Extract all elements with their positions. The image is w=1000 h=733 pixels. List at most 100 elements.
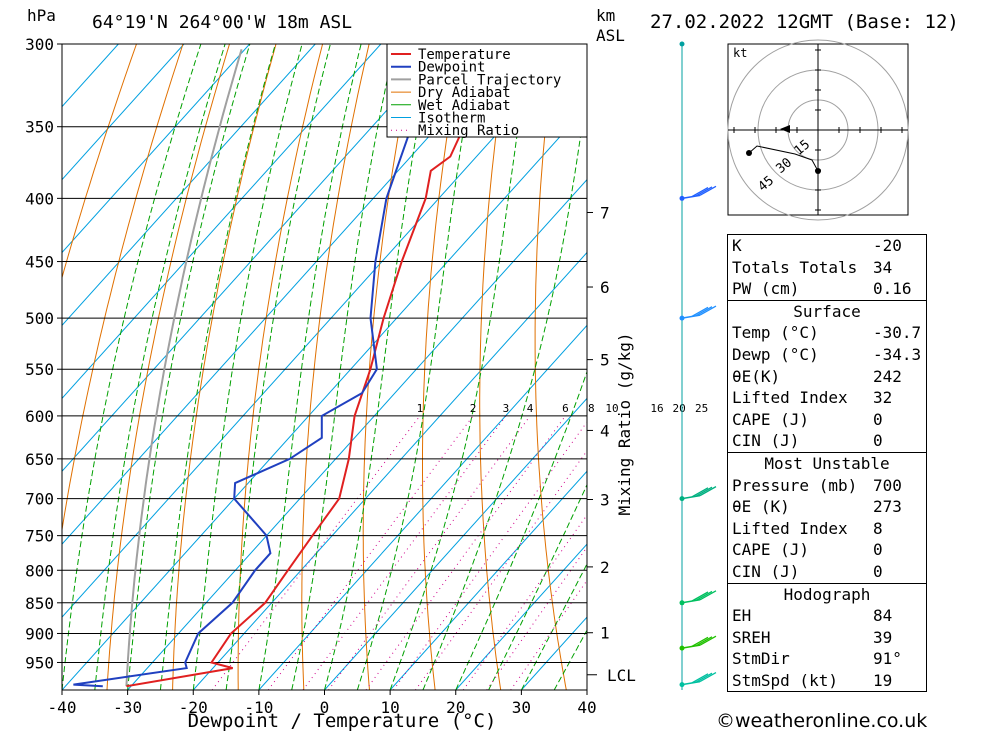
isotherm-line bbox=[324, 397, 587, 690]
wind-barb-flag bbox=[691, 186, 709, 198]
surface-li: Lifted Index 32 bbox=[728, 387, 926, 409]
wind-barb-flag bbox=[699, 672, 717, 683]
surface-cin: CIN (J) 0 bbox=[728, 430, 926, 452]
mu-cin: CIN (J) 0 bbox=[728, 561, 926, 583]
pressure-label: 350 bbox=[25, 118, 54, 137]
hodograph-start-dot bbox=[815, 168, 821, 174]
legend-item: Temperature bbox=[418, 47, 511, 63]
label: CIN (J) bbox=[732, 561, 800, 581]
value: 91° bbox=[873, 649, 902, 669]
indices-table: K -20 Totals Totals 34 PW (cm) 0.16 Surface… bbox=[727, 234, 927, 693]
value: 0.16 bbox=[873, 279, 912, 299]
wet-adiabat-line bbox=[94, 44, 226, 690]
temp-tick-label: -20 bbox=[179, 698, 208, 717]
value: 39 bbox=[873, 627, 893, 647]
dry-adiabat-line bbox=[172, 44, 277, 690]
label: Dewp (°C) bbox=[732, 344, 819, 364]
wind-barb-flag bbox=[699, 185, 717, 196]
dewpoint-profile-line bbox=[73, 44, 487, 688]
label: SREH bbox=[732, 627, 771, 647]
value: 8 bbox=[873, 518, 883, 538]
mixing-ratio-label: 1 bbox=[417, 402, 424, 415]
height-tick-label: 3 bbox=[600, 490, 610, 509]
isotherm-line bbox=[62, 44, 316, 327]
isotherm-line bbox=[62, 44, 579, 618]
isotherm-line bbox=[62, 44, 119, 108]
mixing-ratio-line bbox=[486, 546, 587, 690]
pressure-label: 850 bbox=[25, 594, 54, 613]
wind-barb-flag bbox=[695, 186, 713, 197]
temp-tick-label: -10 bbox=[244, 698, 273, 717]
mu-li: Lifted Index 8 bbox=[728, 518, 926, 540]
credit-link[interactable]: ©weatheronline.co.uk bbox=[716, 710, 928, 732]
legend-item: Dry Adiabat bbox=[418, 85, 511, 101]
mixing-ratio-line bbox=[267, 415, 474, 690]
height-unit-asl: ASL bbox=[596, 26, 625, 45]
mixing-ratio-line bbox=[302, 415, 507, 690]
storm-motion-marker bbox=[780, 125, 790, 133]
label: StmDir bbox=[732, 649, 790, 669]
isotherm-line bbox=[389, 470, 587, 690]
legend-item: Parcel Trajectory bbox=[418, 72, 561, 88]
dry-adiabat-line bbox=[641, 44, 698, 690]
dry-adiabat-line bbox=[106, 44, 230, 690]
wet-adiabat-line bbox=[62, 44, 202, 690]
surface-cape: CAPE (J) 0 bbox=[728, 409, 926, 431]
index-k: K -20 bbox=[728, 235, 926, 257]
wind-barb-flag bbox=[695, 306, 713, 317]
wind-barb-flag bbox=[695, 590, 713, 601]
hodo-eh: EH 84 bbox=[728, 605, 926, 627]
mixing-ratio-label: 16 bbox=[650, 402, 663, 415]
label: θE(K) bbox=[732, 366, 781, 386]
isotherm-line bbox=[62, 105, 587, 690]
pressure-label: 950 bbox=[25, 653, 54, 672]
wet-adiabat-line bbox=[488, 483, 587, 690]
indices-hodograph: Hodograph EH 84 SREH 39 StmDir 91° StmSpd (… bbox=[727, 582, 927, 693]
value: -30.7 bbox=[873, 323, 922, 343]
mu-pressure: Pressure (mb) 700 bbox=[728, 475, 926, 497]
value: -34.3 bbox=[873, 344, 922, 364]
height-tick-label: 7 bbox=[600, 203, 610, 222]
hodo-srh: SREH 39 bbox=[728, 627, 926, 649]
wind-barb-flag bbox=[691, 636, 709, 647]
temp-tick-label: -40 bbox=[48, 698, 77, 717]
mixing-ratio-label: 2 bbox=[470, 402, 477, 415]
pressure-label: 650 bbox=[25, 450, 54, 469]
label: Pressure (mb) bbox=[732, 475, 858, 495]
label: K bbox=[732, 236, 742, 255]
legend-item: Mixing Ratio bbox=[418, 123, 519, 139]
value: 0 bbox=[873, 409, 883, 429]
mixing-ratio-label: 8 bbox=[588, 402, 595, 415]
pressure-label: 400 bbox=[25, 189, 54, 208]
pressure-label: 500 bbox=[25, 309, 54, 328]
parcel-trajectory-line bbox=[125, 49, 243, 687]
wind-barb-flag bbox=[695, 486, 713, 497]
surface-theta: θE(K) 242 bbox=[728, 366, 926, 388]
mu-theta: θE (K) 273 bbox=[728, 496, 926, 518]
height-tick-label: 4 bbox=[600, 421, 610, 440]
mixing-ratio-label: 25 bbox=[695, 402, 708, 415]
location-title: 64°19'N 264°00'W 18m ASL bbox=[92, 12, 352, 33]
isotherm-line bbox=[192, 251, 587, 690]
temp-tick-label: -30 bbox=[113, 698, 142, 717]
dry-adiabat-line bbox=[422, 44, 463, 690]
mixing-ratio-line bbox=[510, 579, 587, 690]
datetime-title: 27.02.2022 12GMT (Base: 12) bbox=[650, 11, 959, 33]
wind-barb-flag bbox=[691, 487, 709, 498]
value: 34 bbox=[873, 257, 893, 277]
mu-title: Most Unstable bbox=[764, 453, 890, 473]
temp-tick-label: 0 bbox=[320, 698, 330, 717]
hodo-spd: StmSpd (kt) 19 bbox=[728, 670, 926, 692]
label: StmSpd (kt) bbox=[732, 670, 838, 690]
x-axis-label: Dewpoint / Temperature (°C) bbox=[188, 710, 497, 732]
value: 273 bbox=[873, 497, 902, 517]
hodograph-end-dot bbox=[746, 150, 752, 156]
plot-frame bbox=[61, 43, 588, 691]
value: -20 bbox=[873, 236, 902, 255]
surface-dewp: Dewp (°C) -34.3 bbox=[728, 344, 926, 366]
dry-adiabat-line bbox=[927, 44, 1000, 690]
wet-adiabat-line bbox=[356, 44, 479, 690]
pressure-label: 700 bbox=[25, 490, 54, 509]
hodograph-trace bbox=[748, 145, 819, 172]
